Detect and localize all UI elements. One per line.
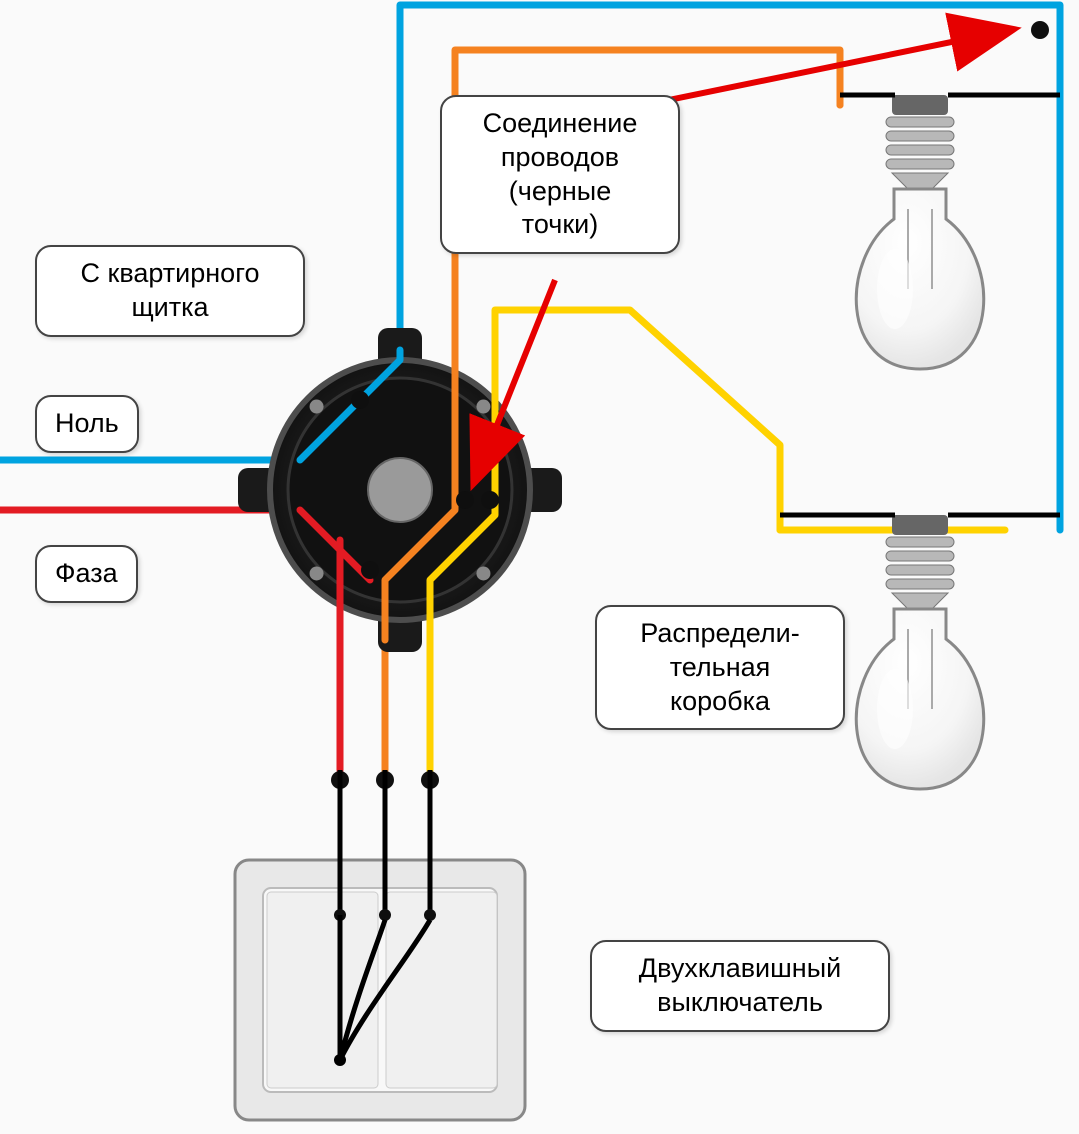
- label-phase-text: Фаза: [55, 558, 118, 588]
- label-jbox-text: Распредели-тельнаякоробка: [640, 618, 799, 716]
- connection-node: [351, 391, 369, 409]
- label-jbox: Распредели-тельнаякоробка: [595, 605, 845, 730]
- label-null-text: Ноль: [55, 408, 119, 438]
- connection-node: [1031, 21, 1049, 39]
- label-switch: Двухклавишныйвыключатель: [590, 940, 890, 1032]
- label-null: Ноль: [35, 395, 139, 453]
- label-phase: Фаза: [35, 545, 138, 603]
- connection-node: [456, 491, 474, 509]
- light-bulb: [856, 515, 983, 789]
- label-connection: Соединениепроводов(черныеточки): [440, 95, 680, 254]
- label-connection-text: Соединениепроводов(черныеточки): [483, 108, 638, 239]
- connection-node: [481, 491, 499, 509]
- label-panel: С квартирногощитка: [35, 245, 305, 337]
- wiring-diagram: Соединениепроводов(черныеточки) С кварти…: [0, 0, 1079, 1134]
- light-bulb: [856, 95, 983, 369]
- label-switch-text: Двухклавишныйвыключатель: [639, 953, 841, 1017]
- label-panel-text: С квартирногощитка: [81, 258, 260, 322]
- double-switch: [235, 770, 525, 1120]
- connection-node: [361, 561, 379, 579]
